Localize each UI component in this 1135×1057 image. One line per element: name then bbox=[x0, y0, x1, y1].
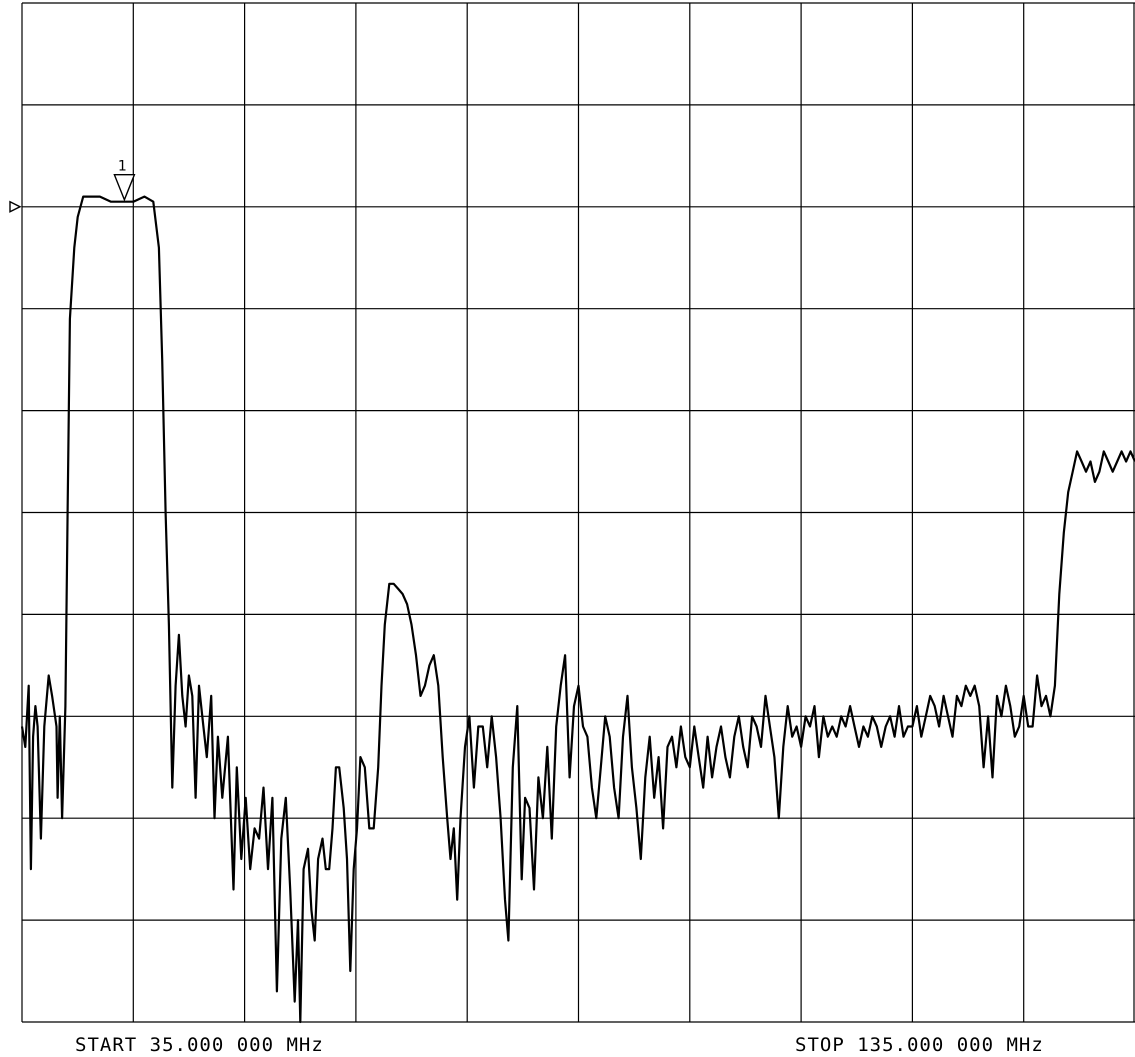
start-frequency-label: START 35.000 000 MHz bbox=[75, 1034, 324, 1056]
marker-1: 1 bbox=[113, 159, 136, 202]
marker-triangle-icon bbox=[113, 174, 136, 202]
reference-level-icon bbox=[9, 200, 22, 213]
series-line bbox=[20, 195, 1135, 1024]
marker-label: 1 bbox=[118, 159, 127, 175]
plot-grid bbox=[21, 2, 1135, 1023]
stop-frequency-label: STOP 135.000 000 MHz bbox=[795, 1034, 1044, 1056]
